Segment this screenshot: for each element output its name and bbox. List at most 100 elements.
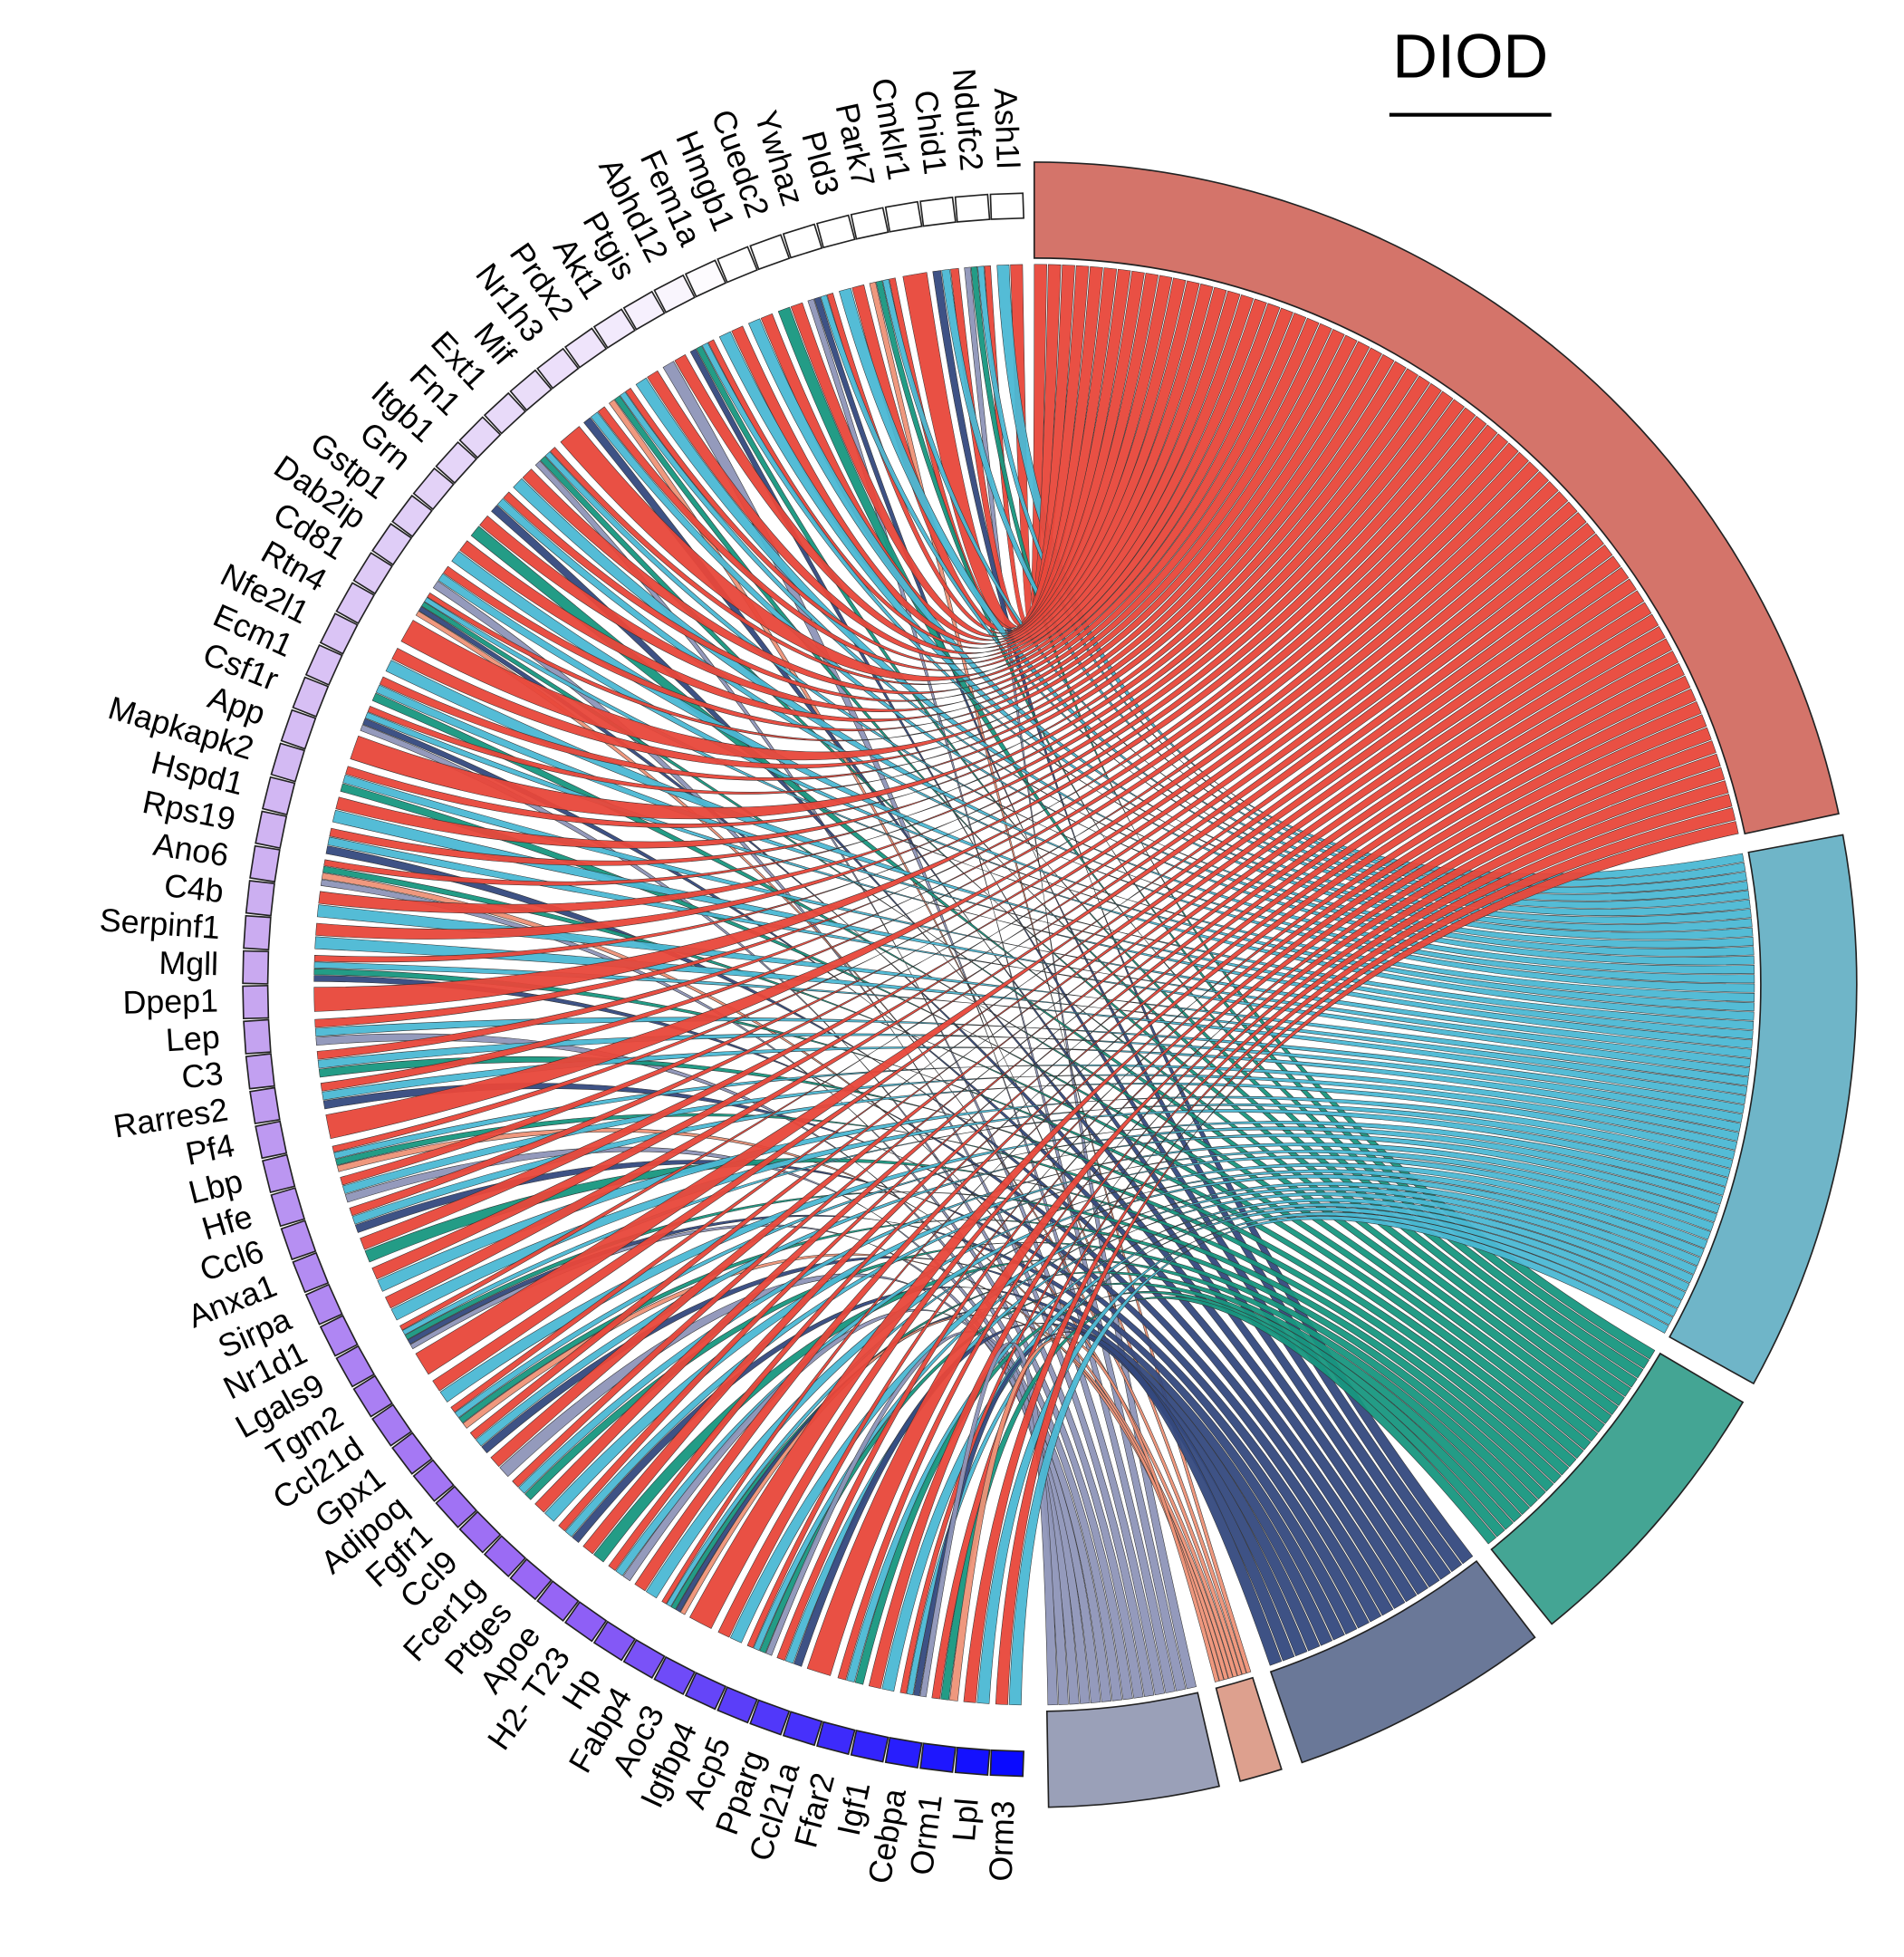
chord [906,1207,1678,1695]
gene-box [435,440,478,485]
chord [427,329,1345,742]
chord [899,780,1729,1694]
chord [318,1056,1577,1468]
chord [503,307,1293,702]
chord [806,740,1716,1676]
sector [1033,161,1840,835]
gene-box [352,552,393,595]
gene-box [335,582,376,625]
chord [401,1109,1729,1335]
gene-label: Ndufc2 [946,67,990,172]
chord [321,872,1238,1678]
chord [314,433,1509,1028]
chord [342,774,1753,1058]
gene-box [242,950,270,985]
gene-box [954,193,991,223]
chord [391,341,1370,769]
chord [851,267,1118,631]
chord [868,766,1726,1690]
chord [544,1149,1715,1522]
chord [882,278,1749,901]
chord [454,1126,1724,1419]
chord [313,424,1498,1012]
gene-label: Serpinf1 [99,901,222,946]
gene-box [782,1711,823,1747]
gene-box [592,308,637,349]
gene-box [280,709,317,750]
chord [379,347,1382,781]
sector [1668,834,1858,1385]
gene-box [684,259,727,298]
chord [518,1142,1717,1494]
chord [949,1337,1220,1702]
chord [1008,1216,1669,1706]
gene-box [989,192,1024,220]
gene-box [919,196,957,227]
chord [340,481,1559,1186]
chord [919,1342,1058,1706]
sector [1045,1692,1221,1808]
chord [608,651,1679,1571]
gene-box [653,1655,697,1696]
chord [344,1146,1112,1702]
gene-box [509,369,553,411]
gene-box [653,274,697,313]
gene-label: Dpep1 [122,982,218,1020]
gene-box [243,914,272,951]
gene-box [261,776,296,816]
chord [701,342,1754,940]
gene-box [563,1601,608,1643]
gene-box [412,1459,455,1502]
gene-box [371,1403,413,1447]
gene-box [536,1580,580,1623]
chord [902,265,1090,629]
chord [432,555,1621,1392]
chord [315,407,1476,940]
sector [1269,1560,1536,1764]
gene-box [292,1251,330,1294]
chord [496,497,1755,993]
gene-box [245,1053,275,1090]
chord [534,460,1166,1696]
gene-box [536,347,580,390]
gene-box [249,844,281,883]
gene-box [749,1699,791,1736]
chord [837,753,1721,1681]
chord [647,283,1214,660]
chord [674,280,1200,654]
gene-box [371,523,413,566]
chord [329,382,1442,866]
chord [625,286,1227,665]
sector [1490,1352,1745,1625]
gene-box [884,1736,923,1769]
chord [371,512,1587,1280]
gene-box [245,880,275,917]
chord [421,601,1612,1424]
gene-label: C4b [162,867,226,910]
chord [325,461,1540,1140]
chord [931,794,1733,1700]
chord [826,268,1131,634]
chord [479,313,1307,712]
sectors [1033,161,1858,1808]
chord [499,1273,1091,1704]
chord [729,1181,1697,1644]
chord [560,294,1255,681]
chord [322,865,1591,1451]
gene-box [816,1721,856,1756]
gene-box [435,1485,478,1528]
gene-box [850,1730,889,1763]
gene-label: Lpl [946,1797,986,1843]
chord [963,807,1736,1703]
gene-box [458,1510,502,1554]
gene-box [255,1120,288,1160]
chord [424,596,1755,1021]
gene-box [249,1086,281,1125]
chord [313,961,1746,1105]
gene-label: Ash1l [987,87,1026,169]
chord [995,821,1739,1705]
chord [332,809,1752,1068]
gene-box [319,1315,359,1357]
gene-box [292,676,330,718]
